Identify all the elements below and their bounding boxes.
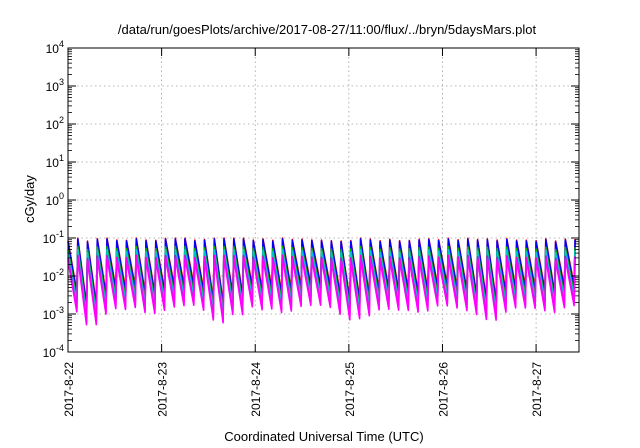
x-tick-label: 2017-8-24	[249, 362, 263, 417]
x-tick-label: 2017-8-26	[436, 362, 450, 417]
grid	[68, 48, 579, 352]
x-tick-label: 2017-8-23	[156, 362, 170, 417]
y-tick-label: 101	[46, 153, 64, 170]
x-tick-label: 2017-8-25	[343, 362, 357, 417]
y-tick-label: 10-2	[43, 267, 64, 284]
y-tick-label: 104	[46, 39, 64, 56]
x-tick-label: 2017-8-27	[530, 362, 544, 417]
x-tick-label: 2017-8-22	[62, 362, 76, 417]
y-tick-labels: 10-4 10-3 10-2 10-1 100 101 102 103 104	[43, 39, 64, 360]
x-tick-labels: 2017-8-22 2017-8-23 2017-8-24 2017-8-25 2017…	[62, 362, 544, 417]
y-tick-label: 10-3	[43, 305, 64, 322]
ticks	[67, 47, 579, 353]
y-tick-label: 100	[46, 191, 64, 208]
x-axis-title: Coordinated Universal Time (UTC)	[224, 429, 423, 444]
y-tick-label: 10-4	[43, 343, 64, 360]
series-line	[67, 257, 576, 326]
y-tick-label: 102	[46, 115, 64, 132]
y-tick-label: 103	[46, 77, 64, 94]
y-tick-label: 10-1	[43, 229, 64, 246]
series-lines	[67, 237, 576, 326]
y-axis-title: cGy/day	[22, 175, 37, 223]
chart-title: /data/run/goesPlots/archive/2017-08-27/1…	[118, 22, 537, 37]
